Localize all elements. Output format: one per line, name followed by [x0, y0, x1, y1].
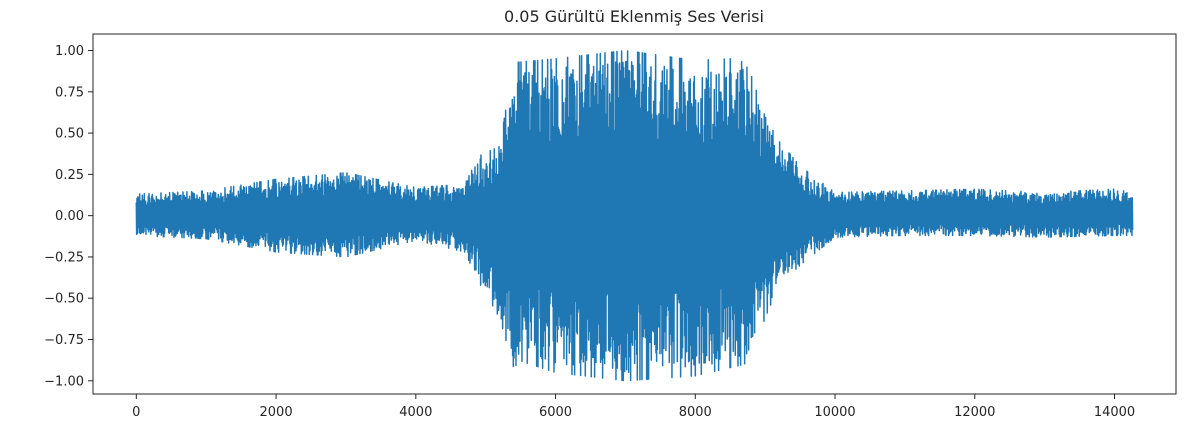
- signal-line: [135, 50, 1134, 382]
- y-axis: 1.00 0.75 0.50 0.25 0.00 −0.25 −0.50 −0.75 −1.00: [44, 44, 93, 389]
- axes-frame: [92, 33, 1177, 395]
- x-tick-label: 4000: [399, 405, 432, 420]
- chart-title: 0.05 Gürültü Eklenmiş Ses Verisi: [504, 7, 764, 26]
- y-tick-label: 0.00: [55, 209, 84, 224]
- y-tick-label: 0.25: [55, 168, 84, 183]
- x-tick-label: 2000: [260, 405, 293, 420]
- y-tick-label: −0.75: [44, 333, 84, 348]
- y-tick-label: −0.25: [44, 250, 84, 265]
- x-tick-label: 8000: [679, 405, 712, 420]
- x-tick-label: 12000: [954, 405, 995, 420]
- x-axis: 0 2000 4000 6000 8000 10000 12000 14000: [132, 394, 1135, 420]
- x-tick-label: 6000: [539, 405, 572, 420]
- x-tick-label: 10000: [814, 405, 855, 420]
- x-tick-label: 0: [132, 405, 140, 420]
- y-tick-label: 0.50: [55, 127, 84, 142]
- y-tick-label: 0.75: [55, 85, 84, 100]
- y-tick-label: 1.00: [55, 44, 84, 59]
- plot-area: [135, 50, 1134, 382]
- y-tick-label: −0.50: [44, 292, 84, 307]
- y-tick-label: −1.00: [44, 374, 84, 389]
- x-tick-label: 14000: [1094, 405, 1135, 420]
